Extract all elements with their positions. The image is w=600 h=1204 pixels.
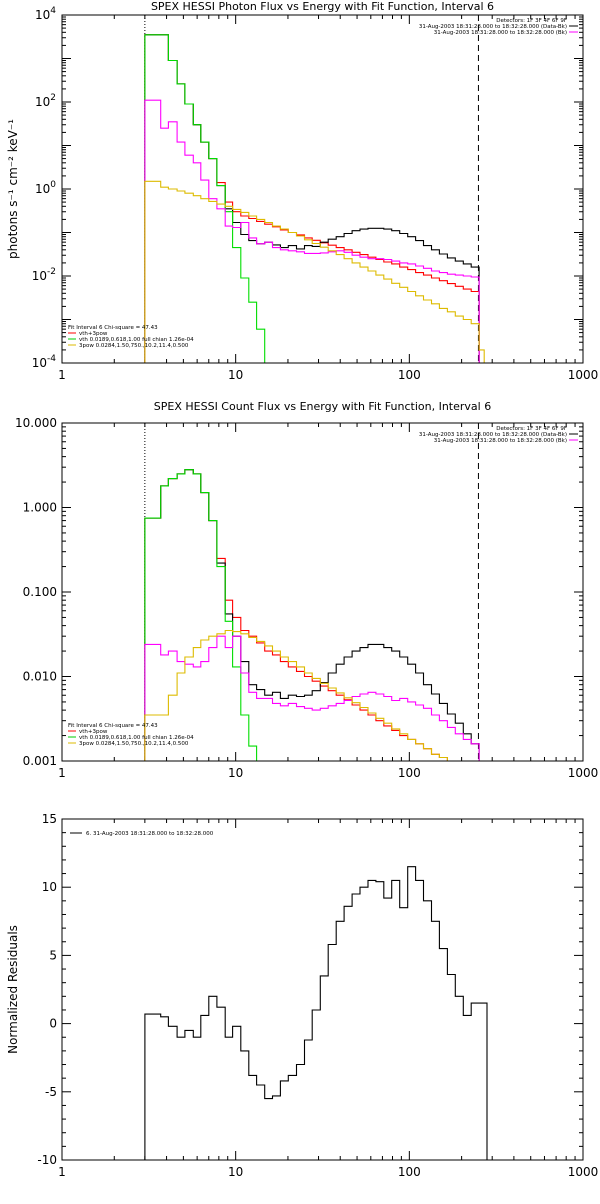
y-tick-label: 10-4 (32, 354, 57, 370)
legend-entry: vth 0.0189,0.618,1.00 full chian 1.26e-0… (79, 735, 194, 741)
x-tick-label: 100 (398, 766, 421, 780)
series-line-2 (144, 469, 487, 761)
x-tick-label: 1 (58, 368, 66, 382)
y-tick-label: 0.010 (23, 670, 57, 684)
legend-entry: Fit Interval 6 Chi-square = 47.43 (68, 723, 158, 729)
series-line-5 (144, 180, 493, 363)
x-tick-label: 1000 (568, 368, 599, 382)
y-tick-label: 0.001 (23, 754, 57, 768)
y-tick-base: 10 (35, 182, 50, 196)
y-tick-base: 10 (32, 356, 47, 370)
y-tick-base: 10 (32, 269, 47, 283)
x-tick-label: 10 (228, 1165, 243, 1179)
plot-frame (61, 14, 584, 364)
y-tick-label: 1.000 (23, 501, 57, 515)
legend-entry: Fit Interval 6 Chi-square = 47.43 (68, 325, 158, 331)
y-tick-label: 15 (42, 812, 57, 826)
legend-entry: 31-Aug-2003 18:31:28.000 to 18:32:28.000… (434, 30, 567, 36)
chart-title: SPEX HESSI Photon Flux vs Energy with Fi… (151, 0, 494, 13)
series-line-4 (144, 99, 487, 363)
series-line-1 (144, 34, 487, 363)
x-tick-label: 10 (228, 368, 243, 382)
x-tick-label: 1000 (568, 766, 599, 780)
legend-entry: vth+3pow (79, 729, 108, 735)
chart-panel-1: SPEX HESSI Photon Flux vs Energy with Fi… (6, 0, 598, 382)
y-tick-exponent: 0 (50, 180, 56, 190)
legend-entry: 31-Aug-2003 18:31:28.000 to 18:32:28.000… (419, 432, 567, 438)
legend-entry: 31-Aug-2003 18:31:28.000 to 18:32:28.000… (434, 438, 567, 444)
legend-entry: Detectors: 1F 3F 4F 6F 9F (496, 426, 567, 432)
legend-entry: 6. 31-Aug-2003 18:31:28.000 to 18:32:28.… (86, 831, 214, 837)
series-line-4 (144, 635, 487, 761)
legend-entry: vth+3pow (79, 331, 108, 337)
y-tick-label: -10 (37, 1153, 57, 1167)
y-tick-label: 100 (35, 180, 56, 196)
x-tick-label: 10 (228, 766, 243, 780)
y-tick-label: 5 (49, 948, 57, 962)
series-line-1 (144, 866, 488, 1160)
y-axis-label: Normalized Residuals (6, 925, 20, 1054)
series-line-2 (144, 34, 487, 363)
legend-entry: 3pow 0.0284,1.50,750.,10.2,11.4,0.500 (79, 741, 189, 747)
legend-entry: Detectors: 1F 3F 4F 6F 9F (496, 18, 567, 24)
y-tick-label: 102 (35, 93, 56, 109)
x-tick-label: 1000 (568, 1165, 599, 1179)
y-tick-exponent: 2 (50, 93, 56, 103)
y-tick-label: 10-2 (32, 267, 56, 283)
x-tick-label: 100 (398, 1165, 421, 1179)
y-tick-base: 10 (35, 8, 50, 22)
plot-frame (61, 818, 584, 1161)
legend-entry: 3pow 0.0284,1.50,750.,10.2,11.4,0.500 (79, 343, 189, 349)
series-line-3 (144, 469, 273, 761)
y-tick-exponent: 4 (50, 6, 56, 16)
chart-title: SPEX HESSI Count Flux vs Energy with Fit… (154, 400, 491, 413)
y-tick-label: 0.100 (23, 585, 57, 599)
legend-entry: 31-Aug-2003 18:31:28.000 to 18:32:28.000… (419, 24, 567, 30)
y-tick-label: 10 (42, 880, 57, 894)
series-line-5 (144, 629, 456, 761)
plot-frame (61, 422, 584, 762)
y-tick-exponent: -2 (47, 267, 56, 277)
x-tick-label: 1 (58, 766, 66, 780)
x-tick-label: 1 (58, 1165, 66, 1179)
series-line-3 (144, 34, 273, 363)
chart-panel-3: 1 10 100 1000 -10 -5 0 5 10 15 Normalized Residual… (6, 812, 598, 1179)
x-tick-label: 100 (398, 368, 421, 382)
y-tick-label: 104 (35, 6, 56, 22)
chart-panel-2: SPEX HESSI Count Flux vs Energy with Fit… (15, 400, 598, 780)
y-tick-exponent: -4 (47, 354, 56, 364)
legend-entry: vth 0.0189,0.618,1.00 full chian 1.26e-0… (79, 337, 194, 343)
y-axis-label: photons s⁻¹ cm⁻² keV⁻¹ (6, 119, 20, 259)
y-tick-label: -5 (45, 1085, 57, 1099)
y-tick-label: 0 (49, 1017, 57, 1031)
y-tick-label: 10.000 (15, 416, 57, 430)
series-line-1 (144, 469, 487, 761)
y-tick-base: 10 (35, 95, 50, 109)
